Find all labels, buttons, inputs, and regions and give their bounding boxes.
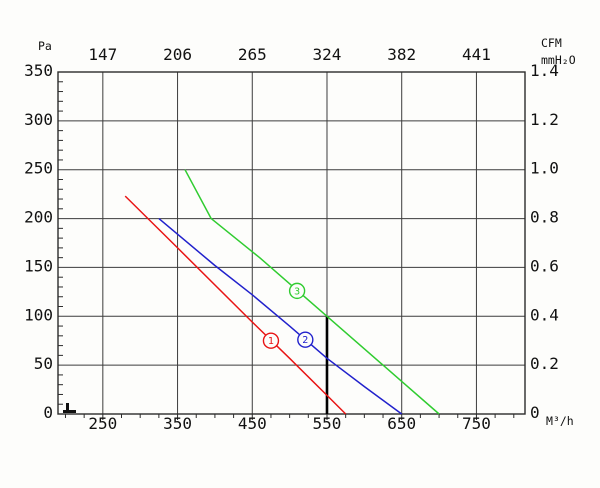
- left-axis-tick-label: 50: [34, 354, 53, 373]
- top-axis-tick-label: 147: [88, 45, 117, 64]
- bottom-axis-tick-label: 650: [387, 414, 416, 433]
- top-axis-tick-label: 382: [387, 45, 416, 64]
- bottom-axis-tick-label: 450: [238, 414, 267, 433]
- bottom-axis-tick-label: 350: [163, 414, 192, 433]
- left-axis-unit-label: Pa: [38, 39, 52, 53]
- curve-badge-circle-3: [288, 282, 306, 300]
- curve-2: [158, 218, 403, 415]
- curve-badge-circle-1: [262, 332, 280, 349]
- top-axis-tick-label: 206: [163, 45, 192, 64]
- bottom-axis-unit-label: M³/h: [546, 414, 574, 428]
- top-axis-tick-label: 324: [313, 45, 342, 64]
- curve-1: [124, 195, 347, 415]
- origin-mark: [63, 403, 76, 413]
- right-axis-tick-label: 0.6: [530, 256, 559, 275]
- left-axis-tick-label: 0: [43, 403, 53, 422]
- left-axis-tick-label: 350: [24, 61, 53, 80]
- curve-badge-label-3: 3: [294, 286, 300, 297]
- top-axis-unit-label: CFM: [541, 36, 562, 50]
- top-axis-tick-label: 441: [462, 45, 491, 64]
- right-axis-tick-label: 0.8: [530, 208, 559, 227]
- bottom-axis-tick-label: 550: [313, 414, 342, 433]
- bottom-axis-tick-label: 250: [88, 414, 117, 433]
- bottom-axis-tick-label: 750: [462, 414, 491, 433]
- curve-badge-label-2: 2: [302, 335, 308, 346]
- left-axis-tick-label: 150: [24, 256, 53, 275]
- right-axis-tick-label: 0: [530, 403, 540, 422]
- left-axis-tick-label: 250: [24, 159, 53, 178]
- curve-3: [184, 169, 440, 415]
- left-axis-tick-label: 100: [24, 305, 53, 324]
- right-axis-unit-label: mmH₂O: [541, 53, 576, 67]
- left-axis-tick-label: 300: [24, 110, 53, 129]
- top-axis-tick-label: 265: [238, 45, 267, 64]
- curve-badge-circle-2: [297, 331, 314, 348]
- left-axis-tick-label: 200: [24, 208, 53, 227]
- right-axis-tick-label: 0.2: [530, 354, 559, 373]
- right-axis-tick-label: 1.0: [530, 159, 559, 178]
- right-axis-tick-label: 1.4: [530, 61, 559, 80]
- curve-badge-label-1: 1: [268, 336, 274, 347]
- plot-frame: [57, 71, 526, 415]
- right-axis-tick-label: 1.2: [530, 110, 559, 129]
- right-axis-tick-label: 0.4: [530, 305, 559, 324]
